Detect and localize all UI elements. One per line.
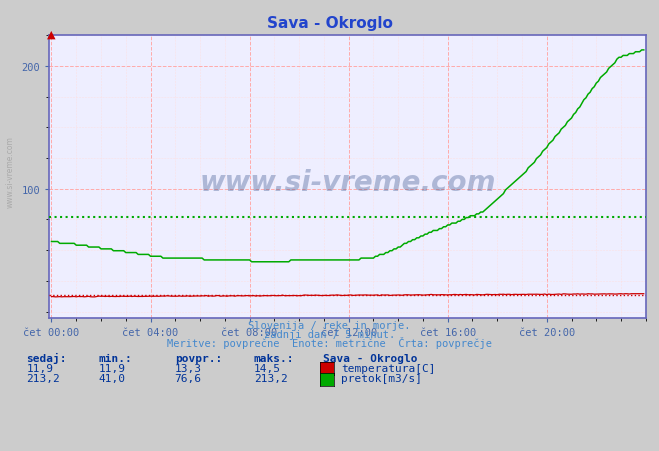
Text: 76,6: 76,6 — [175, 373, 202, 383]
Text: ▶: ▶ — [0, 450, 1, 451]
Text: povpr.:: povpr.: — [175, 353, 222, 363]
Text: 11,9: 11,9 — [26, 363, 53, 373]
Text: temperatura[C]: temperatura[C] — [341, 363, 436, 373]
Text: maks.:: maks.: — [254, 353, 294, 363]
Text: www.si-vreme.com: www.si-vreme.com — [5, 135, 14, 207]
Text: Meritve: povprečne  Enote: metrične  Črta: povprečje: Meritve: povprečne Enote: metrične Črta:… — [167, 336, 492, 348]
Text: www.si-vreme.com: www.si-vreme.com — [200, 169, 496, 197]
Text: zadnji dan / 5 minut.: zadnji dan / 5 minut. — [264, 329, 395, 339]
Text: 14,5: 14,5 — [254, 363, 281, 373]
Text: sedaj:: sedaj: — [26, 352, 67, 363]
Text: Slovenija / reke in morje.: Slovenija / reke in morje. — [248, 320, 411, 330]
Text: 11,9: 11,9 — [99, 363, 126, 373]
Text: Sava - Okroglo: Sava - Okroglo — [323, 353, 417, 363]
Text: 13,3: 13,3 — [175, 363, 202, 373]
Text: Sava - Okroglo: Sava - Okroglo — [266, 16, 393, 31]
Text: min.:: min.: — [99, 353, 132, 363]
Text: pretok[m3/s]: pretok[m3/s] — [341, 373, 422, 383]
Text: 213,2: 213,2 — [26, 373, 60, 383]
Text: 41,0: 41,0 — [99, 373, 126, 383]
Text: ▲: ▲ — [47, 30, 56, 40]
Text: 213,2: 213,2 — [254, 373, 287, 383]
